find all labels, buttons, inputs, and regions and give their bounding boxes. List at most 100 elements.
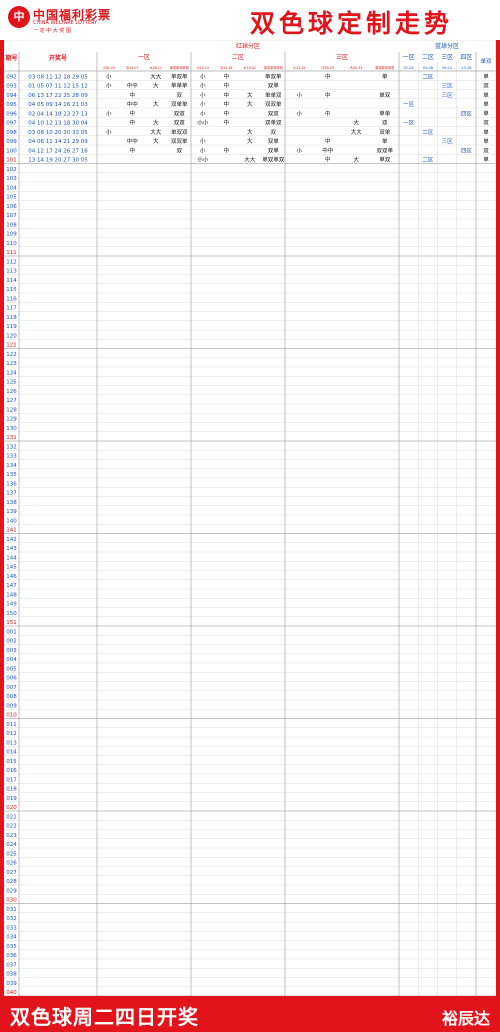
issue-number: 003 [6,648,17,654]
draw-numbers: 04 06 11 14 21 29 09 [28,139,88,145]
issue-number: 004 [6,657,17,663]
issue-number: 105 [6,195,17,201]
issue-number: 119 [6,324,17,330]
issue-number: 144 [6,555,17,561]
zone-mark: 小 [200,100,206,108]
issue-number: 099 [6,139,17,145]
red-group-header: 红球分区 [236,42,260,50]
draw-numbers: 06 13 17 22 25 28 09 [28,93,88,99]
zone-mark: 小 [106,82,112,90]
issue-number: 108 [6,222,17,228]
issue-number: 025 [6,851,17,857]
issue-number: 023 [6,833,17,839]
issue-number: 019 [6,796,17,802]
zone-mark: 中 [129,119,135,127]
issue-number: 001 [6,629,17,635]
issue-number: 145 [6,565,17,571]
logo-slogan: 一 定 中 大 奖 图 [33,28,71,34]
blue-parity-mark: 单 [483,91,489,99]
blue-parity-mark: 单 [483,72,489,80]
zone-mark: 单单 [379,109,391,117]
issue-number: 021 [6,814,17,820]
issue-number: 125 [6,380,17,386]
issue-number: 015 [6,759,17,765]
zone-mark: 大大 [150,128,162,136]
issue-number: 028 [6,879,17,885]
issue-number: 029 [6,888,17,894]
issue-number: 022 [6,824,17,830]
issue-number: 010 [6,713,17,719]
issue-number: 116 [6,296,17,302]
issue-number: 150 [6,611,17,617]
issue-number: 103 [6,176,17,182]
draw-numbers: 04 12 17 24 26 27 16 [28,148,88,154]
red-sub-header: 单双单双单双 [264,65,284,70]
zone-mark: 中 [325,72,331,80]
blue-zone-mark: 一区 [403,101,415,108]
issue-number: 017 [6,777,17,783]
issue-number: 133 [6,454,17,460]
blue-zone-header-2: 二区 [422,54,434,61]
issue-number: 039 [6,981,17,987]
zone-mark: 小 [200,91,206,99]
zone-mark: 单 [382,137,388,145]
issue-number: 134 [6,463,17,469]
footer-schedule: 双色球周二四日开奖 [10,1005,199,1029]
issue-number: 096 [6,111,17,117]
zone-mark: 中 [223,119,229,127]
blue-sub-header: 13-16 [461,66,471,70]
zone-mark: 小 [296,146,302,154]
logo-english: CHINA WELFARE LOTTERY [33,20,98,26]
zone-mark: 大 [153,100,159,108]
draw-numbers: 02 04 14 18 23 27 13 [28,111,88,117]
zone-mark: 双双单 [265,100,282,108]
issue-number: 030 [6,898,17,904]
issue-number: 124 [6,370,17,376]
issue-number: 151 [6,620,17,626]
issue-number: 113 [6,269,17,275]
blue-zone-mark: 二区 [422,73,434,80]
zone-mark: 中 [223,91,229,99]
zone-mark: 双双 [268,110,280,117]
zone-mark: 双双单 [171,137,188,145]
zone-mark: 中中 [127,82,138,90]
zone-mark: 小 [296,91,302,99]
zone-mark: 小小 [197,156,209,164]
zone-mark: 单 [382,72,388,80]
issue-number: 037 [6,962,17,968]
table-header-bg [4,40,496,72]
zone-mark: 双单单 [171,100,188,108]
red-sub-header: 中26-29 [322,65,334,70]
page-header: 中 中国福利彩票 CHINA WELFARE LOTTERY 一 定 中 大 奖… [0,0,500,40]
zone-mark: 单双 [379,91,391,99]
blue-zone-mark: 三区 [442,92,454,99]
zone-mark: 大 [247,100,253,108]
zone-mark: 中 [223,72,229,80]
blue-zone-mark: 四区 [461,110,473,117]
zone-mark: 大 [247,137,253,145]
lottery-logo: 中 中国福利彩票 CHINA WELFARE LOTTERY 一 定 中 大 奖… [8,6,123,34]
blue-parity-mark: 单 [483,128,489,136]
zone-mark: 中 [325,137,331,145]
zone-mark: 大 [153,82,159,90]
page-title: 双色球定制走势 [250,9,454,38]
zone-mark: 单双 [379,156,391,164]
issue-number: 139 [6,509,17,515]
zone-mark: 双 [382,120,388,127]
zone-mark: 大 [353,119,359,127]
issue-number: 138 [6,500,17,506]
issue-number: 093 [6,84,17,90]
blue-parity-mark: 单 [483,137,489,145]
issue-number: 008 [6,694,17,700]
zone-mark: 小 [106,72,112,80]
issue-number: 123 [6,361,17,367]
zone-mark: 中 [129,91,135,99]
issue-number: 111 [6,250,17,256]
zone-mark: 中 [325,109,331,117]
blue-sub-header: 05-08 [423,66,433,70]
zone-mark: 单双单双 [262,156,285,164]
zone-mark: 中 [129,109,135,117]
issue-number: 040 [6,990,17,996]
zone-mark: 中中 [322,146,333,154]
zone-mark: 小 [200,109,206,117]
